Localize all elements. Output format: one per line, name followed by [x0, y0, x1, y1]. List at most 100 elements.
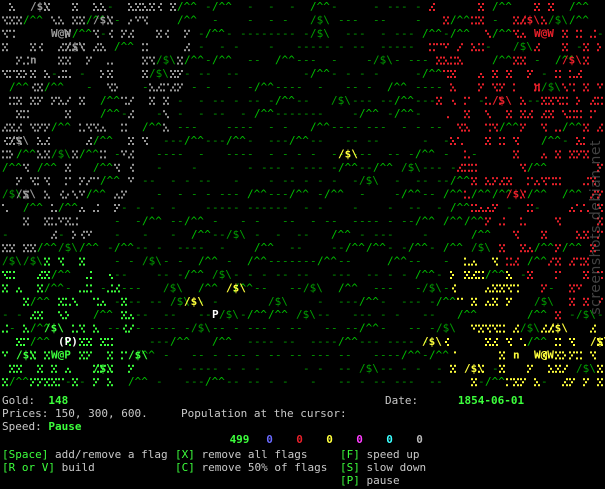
- settlement-yellow: [464, 271, 470, 279]
- grass-tile: -: [121, 201, 128, 214]
- x-key[interactable]: [X]: [175, 448, 195, 461]
- settlement-green: [44, 271, 50, 279]
- grass-tile: -: [366, 308, 373, 321]
- settlement-grey: [107, 16, 113, 25]
- settlement-grey: [72, 230, 76, 239]
- settlement-red: [506, 70, 512, 78]
- settlement-yellow: [513, 378, 519, 387]
- gold-mine-tile: /$\: [359, 174, 379, 187]
- grass-tile: -: [191, 121, 198, 134]
- grass-tile: -: [366, 54, 373, 67]
- settlement-red: [485, 123, 491, 132]
- grass-tile: -: [205, 67, 212, 80]
- grass-tile: -: [212, 107, 219, 120]
- grass-tile: -: [114, 268, 121, 281]
- grass-tile: -: [198, 375, 205, 388]
- c-text: remove 50% of flags: [194, 461, 328, 474]
- grass-tile: -: [114, 322, 121, 335]
- settlement-yellow: [471, 271, 477, 279]
- grass-tile: -: [296, 228, 303, 241]
- grass-tile: -: [345, 268, 352, 281]
- grass-tile: -: [247, 0, 254, 13]
- gold-mine-tile: /$\: [51, 147, 71, 160]
- mountain-tile: /^^: [114, 241, 134, 254]
- grass-tile: -: [233, 201, 240, 214]
- settlement-grey: [79, 177, 85, 186]
- settlement-yellow: [548, 324, 554, 333]
- settlement-red: [590, 110, 596, 119]
- settlement-red: [555, 177, 561, 186]
- map-canvas[interactable]: -/^^ -/^^ - - -/^^ - - - - - -/^^/^^/^^/^^ -/^^ - - - -…: [0, 0, 605, 390]
- help-speed-up: [F] speed up: [340, 448, 419, 461]
- settlement-grey: [2, 244, 8, 253]
- settlement-grey: [86, 177, 92, 186]
- grass-tile: -: [275, 27, 282, 40]
- settlement-red: [590, 29, 596, 38]
- grass-tile: -: [177, 147, 184, 160]
- grass-tile: -: [191, 375, 198, 388]
- grass-tile: -: [352, 27, 359, 40]
- settlement-grey: [128, 96, 134, 105]
- grass-tile: -: [114, 228, 121, 241]
- date-label: Date:: [385, 394, 419, 407]
- settlement-red: [520, 110, 526, 119]
- settlement-yellow: [527, 364, 533, 373]
- mountain-tile: /^^: [268, 308, 288, 321]
- grass-tile: -: [380, 121, 387, 134]
- mountain-tile: /^^: [387, 80, 407, 93]
- grass-tile: -: [429, 188, 436, 201]
- grass-tile: -: [331, 54, 338, 67]
- grass-tile: -: [429, 241, 436, 254]
- grass-tile: -: [310, 255, 317, 268]
- gold-mine-tile: /$\: [373, 54, 393, 67]
- flag-marker: /$\: [422, 335, 442, 348]
- settlement-grey: [93, 123, 99, 132]
- settlement-yellow: [499, 284, 505, 293]
- lord-red: n: [534, 80, 541, 93]
- flag-marker: /$\: [184, 295, 204, 308]
- settlement-grey: [9, 244, 15, 253]
- grass-tile: -: [506, 201, 513, 214]
- grass-tile: -: [345, 348, 352, 361]
- mountain-tile: /^^: [527, 188, 547, 201]
- grass-tile: -: [443, 27, 450, 40]
- grass-tile: -: [170, 201, 177, 214]
- s-key[interactable]: [S]: [340, 461, 360, 474]
- settlement-green: [107, 351, 113, 360]
- mountain-tile: /^^: [359, 107, 379, 120]
- p-key[interactable]: [P]: [340, 474, 360, 487]
- grass-tile: -: [163, 147, 170, 160]
- mountain-tile: /^^: [394, 94, 414, 107]
- settlement-green: [65, 338, 71, 346]
- settlement-red: [555, 96, 561, 105]
- c-key[interactable]: [C]: [175, 461, 195, 474]
- settlement-grey: [44, 137, 50, 145]
- settlement-grey: [30, 123, 36, 132]
- settlement-yellow: [541, 324, 547, 333]
- build-key[interactable]: [R or V]: [2, 461, 55, 474]
- help-remove-all: [X] remove all flags: [175, 448, 307, 461]
- flag-marker: /$\: [44, 322, 64, 335]
- space-key[interactable]: [Space]: [2, 448, 49, 461]
- grass-tile: -: [100, 27, 107, 40]
- game-map[interactable]: -/^^ -/^^ - - -/^^ - - - - - -/^^/^^/^^/^^ -/^^ - - - -…: [0, 0, 605, 390]
- help-flag: [Space] add/remove a flag: [2, 448, 168, 461]
- grass-tile: -: [163, 348, 170, 361]
- gold-mine-tile: /$\: [422, 281, 442, 294]
- settlement-red: [583, 271, 589, 279]
- settlement-grey: [109, 29, 113, 38]
- grass-tile: -: [387, 241, 394, 254]
- settlement-grey: [9, 16, 15, 25]
- settlement-yellow: [576, 351, 582, 360]
- settlement-grey: [23, 110, 29, 119]
- settlement-yellow: [555, 351, 561, 360]
- settlement-red: [450, 137, 456, 145]
- grass-tile: -: [401, 27, 408, 40]
- settlement-grey: [44, 3, 50, 11]
- settlement-grey: [121, 123, 127, 132]
- mountain-tile: /^^: [527, 255, 547, 268]
- settlement-yellow: [457, 297, 463, 300]
- grass-tile: -: [212, 348, 219, 361]
- f-key[interactable]: [F]: [340, 448, 360, 461]
- settlement-green: [93, 297, 99, 306]
